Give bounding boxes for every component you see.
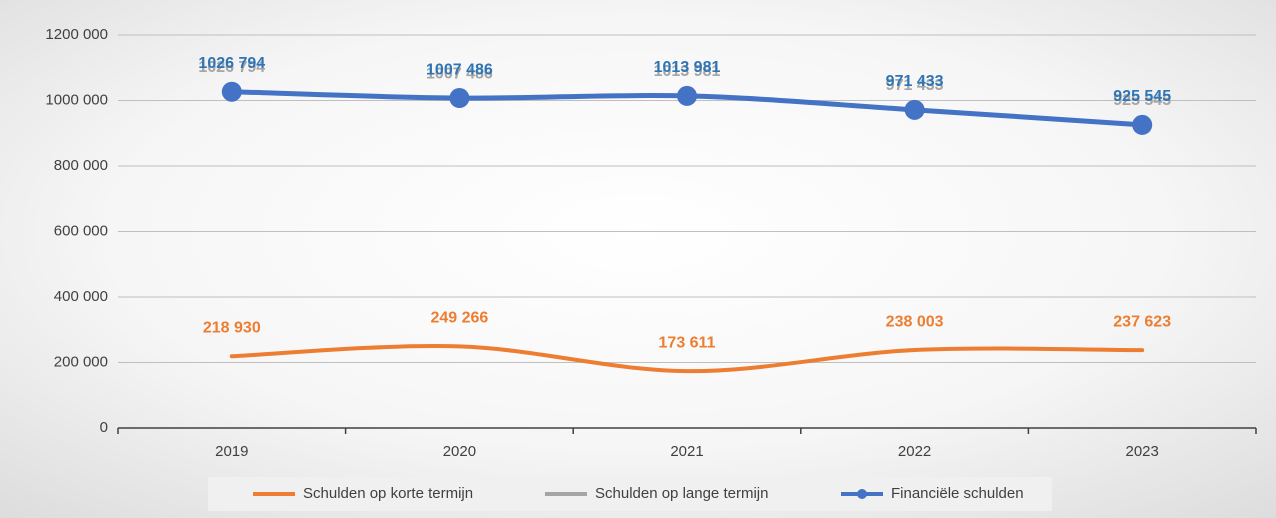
legend-label: Schulden op lange termijn <box>595 485 768 502</box>
y-tick-label: 800 000 <box>54 157 108 174</box>
marker <box>904 99 925 120</box>
data-label: 173 611 <box>659 334 716 351</box>
x-tick-label: 2021 <box>670 443 703 460</box>
x-tick-label: 2022 <box>898 443 931 460</box>
data-label: 971 433 <box>886 77 944 94</box>
marker <box>449 88 470 109</box>
y-tick-label: 600 000 <box>54 222 108 239</box>
data-label: 249 266 <box>430 310 488 327</box>
data-label: 925 545 <box>1113 92 1171 109</box>
x-tick-label: 2023 <box>1126 443 1159 460</box>
data-label: 925 545 <box>1113 88 1171 105</box>
marker <box>221 81 242 102</box>
data-label: 1026 794 <box>198 55 265 72</box>
y-tick-label: 1000 000 <box>45 91 108 108</box>
series-line <box>229 344 1145 374</box>
legend-marker <box>857 489 867 499</box>
data-label: 1026 794 <box>198 59 265 76</box>
y-tick-label: 0 <box>100 419 108 436</box>
data-label: 1007 486 <box>426 65 493 82</box>
data-label: 237 623 <box>1113 313 1171 330</box>
data-label: 238 003 <box>886 313 944 330</box>
y-tick-label: 200 000 <box>54 353 108 370</box>
data-label: 971 433 <box>886 73 944 90</box>
marker <box>1132 114 1153 135</box>
x-tick-label: 2020 <box>443 443 476 460</box>
legend-label: Schulden op korte termijn <box>303 485 473 502</box>
x-tick-label: 2019 <box>215 443 248 460</box>
data-label: 1013 981 <box>654 59 721 76</box>
marker <box>677 85 697 106</box>
y-tick-label: 400 000 <box>54 288 108 305</box>
data-label: 1013 981 <box>654 63 721 80</box>
y-tick-label: 1200 000 <box>45 26 108 43</box>
data-label: 218 930 <box>203 320 261 337</box>
data-label: 1007 486 <box>426 61 493 78</box>
legend-label: Financiële schulden <box>891 485 1024 502</box>
legend-box <box>208 477 1052 511</box>
